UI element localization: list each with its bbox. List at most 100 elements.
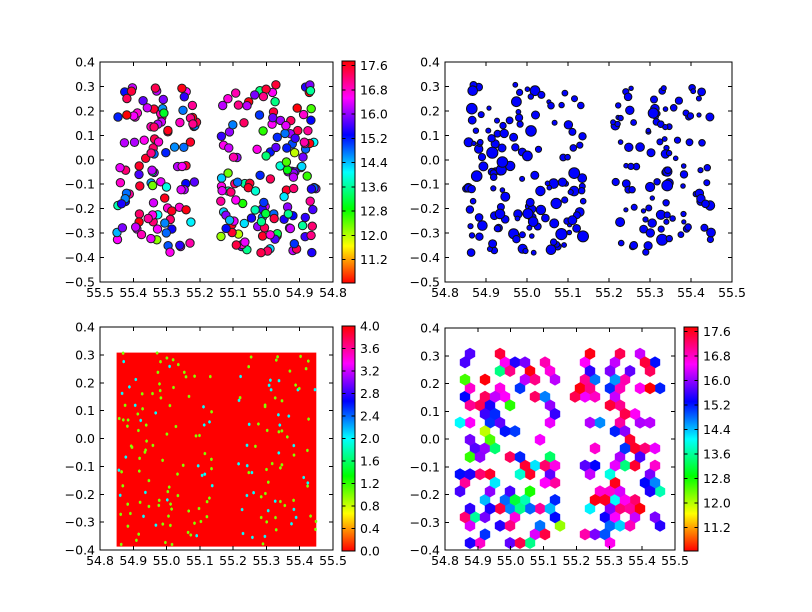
colorbar-tick-label: 14.4 (360, 155, 388, 170)
y-tick-label: 0.2 (75, 103, 95, 118)
y-tick-label: 0.4 (75, 320, 95, 335)
x-tick-label: 55.4 (286, 553, 314, 568)
y-tick-label: 0.3 (75, 79, 95, 94)
y-tick-label: 0.4 (420, 55, 440, 70)
colorbar-tick-label: 2.8 (360, 386, 380, 401)
y-tick-label: −0.3 (65, 226, 95, 241)
x-tick-label: 55.2 (562, 553, 590, 568)
y-axis-ticks: 0.4 0.3 0.2 0.1 0.0 −0.1 −0.2 −0.3 −0.4 (410, 321, 675, 558)
y-tick-label: 0.3 (420, 79, 440, 94)
colorbar-tick-label: 2.0 (360, 431, 380, 446)
y-axis-ticks: 0.4 0.3 0.2 0.1 0.0 −0.1 −0.2 −0.3 −0.4 −0.5 (65, 55, 333, 290)
colorbar-tick-label: 0.0 (360, 544, 380, 559)
colorbar-gradient (684, 327, 698, 551)
x-tick-label: 54.9 (472, 285, 500, 300)
colorbar-tick-label: 4.0 (360, 319, 380, 334)
y-axis-ticks: 0.4 0.3 0.2 0.1 0.0 −0.1 −0.2 −0.3 −0.4 −0.5 (410, 55, 732, 290)
subplot-bottom-right-hexbin-values: 54.8 54.9 55.0 55.1 55.2 55.3 55.4 55.50.40.30.… (410, 321, 731, 569)
y-tick-label: −0.2 (65, 487, 95, 502)
scatter_size-marks (462, 81, 716, 257)
x-tick-label: 55.0 (497, 553, 525, 568)
y-tick-label: −0.3 (410, 515, 440, 530)
x-tick-label: 55.1 (219, 285, 247, 300)
x-tick-label: 55.5 (718, 285, 746, 300)
y-tick-label: 0.1 (420, 404, 440, 419)
subplot-top-right-scatter-sized: 54.8 54.9 55.0 55.1 55.2 55.3 55.4 55.5 0.4 0.3 0.… (410, 55, 746, 301)
y-tick-label: −0.4 (65, 250, 95, 265)
x-tick-label: 54.8 (431, 285, 459, 300)
colorbar-tick-label: 13.6 (703, 447, 731, 462)
x-tick-label: 55.2 (219, 553, 247, 568)
subplot-bottom-left-hexbin-counts: 54.8 54.9 55.0 55.1 55.2 55.3 55.4 55.50.40.30.… (65, 319, 380, 569)
y-tick-label: 0.0 (75, 152, 95, 167)
x-tick-label: 55.1 (530, 553, 558, 568)
y-tick-label: −0.5 (410, 275, 440, 290)
axes-frame (99, 61, 334, 283)
x-tick-label: 54.9 (119, 553, 147, 568)
x-axis-ticks: 55.5 55.4 55.3 55.2 55.1 55.0 54.9 54.8 (86, 62, 347, 300)
y-tick-label: −0.2 (65, 201, 95, 216)
y-tick-label: −0.4 (410, 250, 440, 265)
x-tick-label: 55.0 (252, 285, 280, 300)
colorbar-tick-label: 16.8 (703, 349, 731, 364)
hexbin_value-marks (454, 347, 666, 549)
y-tick-label: 0.0 (75, 431, 95, 446)
colorbar-tick-label: 1.6 (360, 454, 380, 469)
x-tick-label: 54.9 (464, 553, 492, 568)
colorbar-tick-label: 17.6 (360, 58, 388, 73)
colorbar-tick-label: 15.2 (360, 131, 388, 146)
colorbar-tick-label: 1.2 (360, 476, 380, 491)
y-tick-label: 0.0 (420, 432, 440, 447)
x-tick-label: 55.3 (636, 285, 664, 300)
colorbar-tick-label: 0.8 (360, 499, 380, 514)
x-axis-ticks: 54.8 54.9 55.0 55.1 55.2 55.3 55.4 55.5 (86, 327, 347, 568)
colorbar-tick-label: 16.8 (360, 82, 388, 97)
y-tick-label: −0.4 (65, 543, 95, 558)
y-tick-label: 0.3 (420, 348, 440, 363)
colorbar-tick-label: 0.4 (360, 521, 380, 536)
colorbar: 17.6 16.8 16.0 15.2 14.4 13.6 12.8 12.0 11.2 (341, 58, 388, 284)
colorbar-tick-label: 15.2 (703, 398, 731, 413)
y-tick-label: 0.1 (75, 128, 95, 143)
y-tick-label: 0.4 (420, 321, 440, 336)
x-tick-label: 54.9 (286, 285, 314, 300)
y-tick-label: 0.1 (75, 403, 95, 418)
hexbin_count-marks (116, 351, 318, 547)
y-tick-label: −0.3 (65, 515, 95, 530)
x-tick-label: 55.1 (554, 285, 582, 300)
colorbar-tick-label: 14.4 (703, 422, 731, 437)
colorbar-tick-label: 2.4 (360, 409, 380, 424)
x-axis-ticks: 54.8 54.9 55.0 55.1 55.2 55.3 55.4 55.5 (431, 62, 746, 300)
y-tick-label: 0.2 (75, 375, 95, 390)
y-tick-label: −0.1 (65, 459, 95, 474)
colorbar-tick-label: 13.6 (360, 179, 388, 194)
x-tick-label: 55.2 (595, 285, 623, 300)
x-tick-label: 55.4 (119, 285, 147, 300)
x-tick-label: 55.0 (513, 285, 541, 300)
colorbar-tick-label: 16.0 (703, 373, 731, 388)
colorbar-tick-label: 11.2 (703, 520, 731, 535)
x-tick-label: 55.2 (186, 285, 214, 300)
x-tick-label: 55.1 (186, 553, 214, 568)
colorbar-tick-label: 3.2 (360, 364, 380, 379)
colorbar: 17.6 16.8 16.0 15.2 14.4 13.6 12.8 12.0 11.2 (683, 324, 731, 552)
subplot-top-left-scatter-colored: 55.5 55.4 55.3 55.2 55.1 55.0 54.9 54.80.40.30.… (65, 55, 388, 301)
x-tick-label: 54.8 (431, 553, 459, 568)
x-tick-label: 55.0 (153, 553, 181, 568)
x-tick-label: 55.3 (595, 553, 623, 568)
colorbar-tick-label: 12.0 (360, 228, 388, 243)
x-tick-label: 55.4 (677, 285, 705, 300)
scatter_color-marks (112, 80, 321, 258)
colorbar-tick-label: 12.8 (703, 471, 731, 486)
y-tick-label: −0.1 (410, 177, 440, 192)
y-tick-label: 0.3 (75, 347, 95, 362)
x-tick-label: 55.3 (153, 285, 181, 300)
colorbar: 4.0 3.6 3.2 2.8 2.4 2.0 1.6 1.2 0.8 0.4 0.0 (341, 319, 380, 559)
y-axis-ticks: 0.4 0.3 0.2 0.1 0.0 −0.1 −0.2 −0.3 −0.4 (65, 320, 333, 558)
colorbar-tick-label: 12.8 (360, 204, 388, 219)
colorbar-tick-label: 3.6 (360, 341, 380, 356)
y-tick-label: −0.4 (410, 543, 440, 558)
y-tick-label: 0.0 (420, 152, 440, 167)
